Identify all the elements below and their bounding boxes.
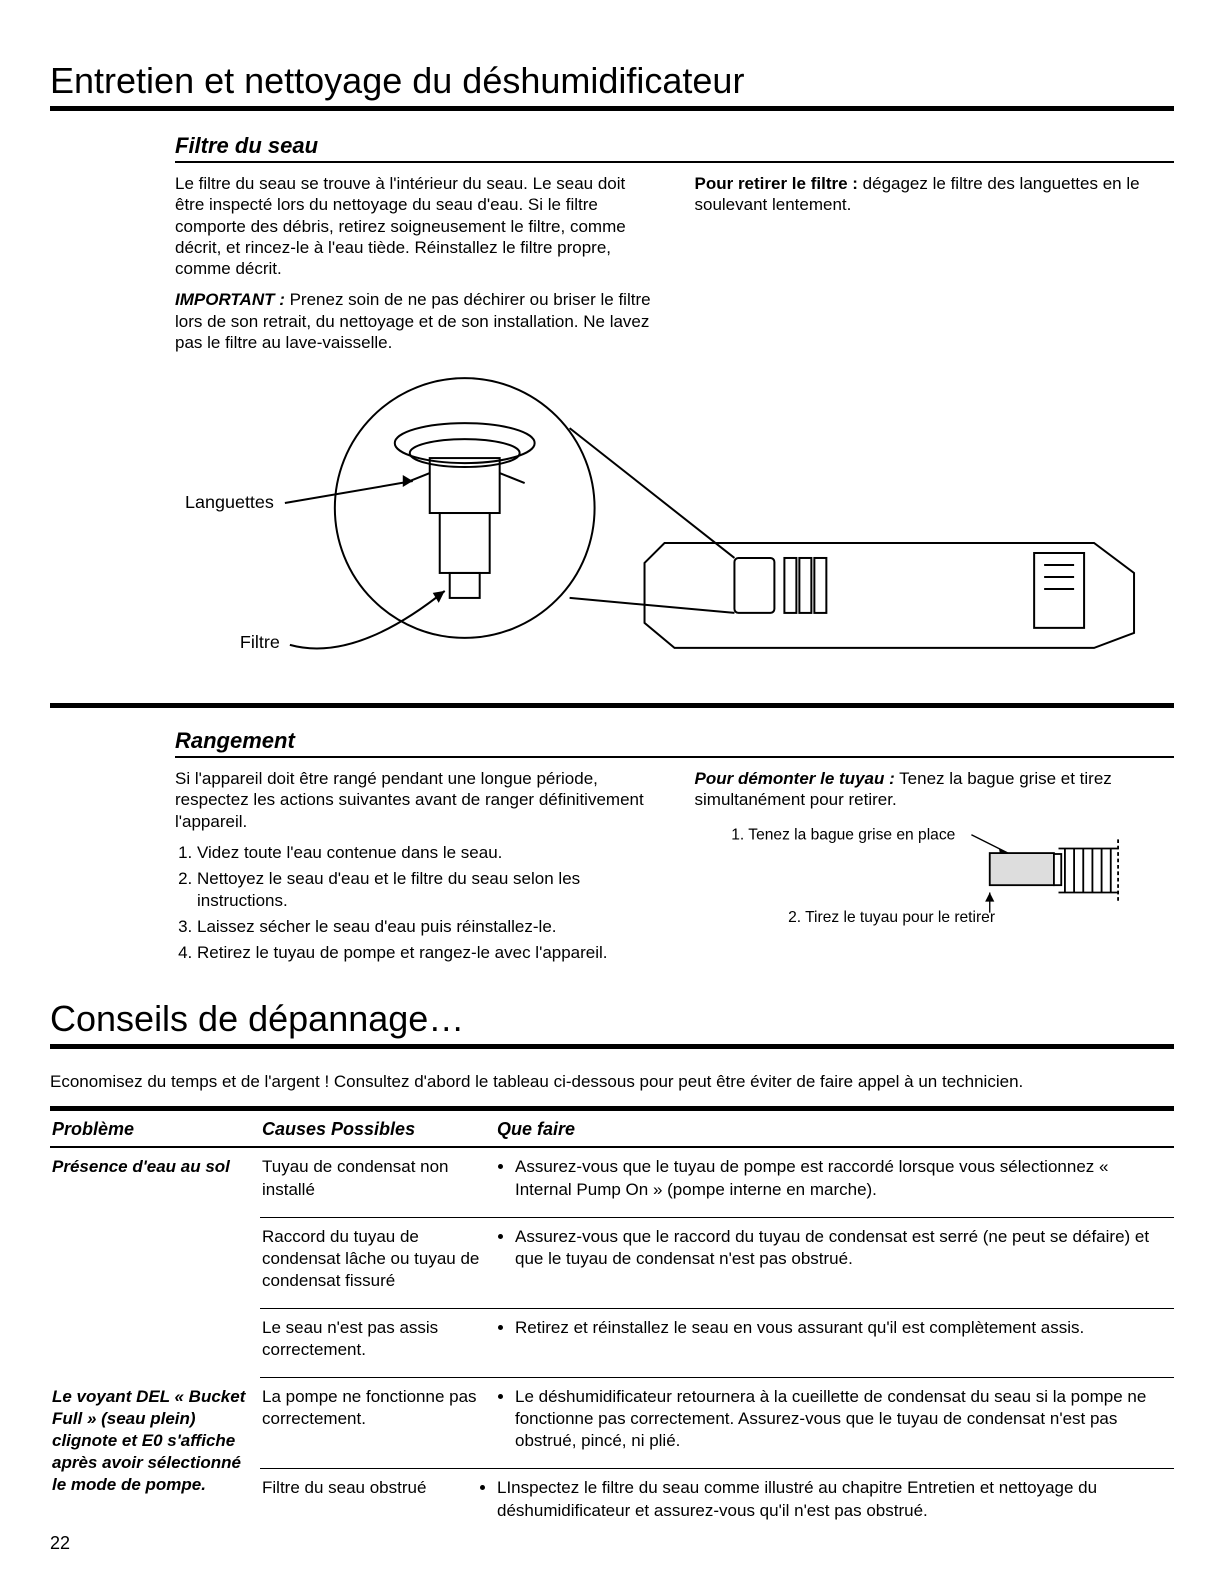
cause-cell: Le seau n'est pas assis correctement.	[260, 1308, 495, 1377]
action-cell: LInspectez le filtre du seau comme illus…	[495, 1469, 1174, 1538]
action-cell: Assurez-vous que le raccord du tuyau de …	[495, 1217, 1174, 1308]
problem-cell: Présence d'eau au sol	[50, 1147, 260, 1377]
problem-cell: Le voyant DEL « Bucket Full » (seau plei…	[50, 1378, 260, 1538]
action-cell: Assurez-vous que le tuyau de pompe est r…	[495, 1147, 1174, 1217]
rangement-demonter: Pour démonter le tuyau : Tenez la bague …	[695, 768, 1175, 811]
action-cell: Retirez et réinstallez le seau en vous a…	[495, 1308, 1174, 1377]
col-causes: Causes Possibles	[260, 1109, 495, 1148]
page-number: 22	[50, 1533, 70, 1554]
svg-text:1. Tenez la bague grise en pla: 1. Tenez la bague grise en place	[731, 826, 955, 843]
filtre-para1: Le filtre du seau se trouve à l'intérieu…	[175, 173, 655, 279]
tips-intro: Economisez du temps et de l'argent ! Con…	[50, 1071, 1174, 1092]
section-heading-rangement: Rangement	[175, 728, 1174, 758]
cause-cell: Filtre du seau obstrué	[260, 1469, 495, 1538]
rangement-intro: Si l'appareil doit être rangé pendant un…	[175, 768, 655, 832]
troubleshooting-table: Problème Causes Possibles Que faire Prés…	[50, 1106, 1174, 1537]
svg-text:2. Tirez le tuyau pour le reti: 2. Tirez le tuyau pour le retirer	[788, 908, 995, 925]
hose-diagram: 1. Tenez la bague grise en place	[695, 821, 1175, 931]
rangement-steps: Videz toute l'eau contenue dans le seau.…	[175, 842, 655, 964]
cause-cell: La pompe ne fonctionne pas correctement.	[260, 1378, 495, 1469]
tips-title: Conseils de dépannage…	[50, 998, 1174, 1049]
callout-filter: Filtre	[240, 632, 280, 652]
section-heading-filtre: Filtre du seau	[175, 133, 1174, 163]
col-problem: Problème	[50, 1109, 260, 1148]
col-action: Que faire	[495, 1109, 1174, 1148]
action-cell: Le déshumidificateur retournera à la cue…	[495, 1378, 1174, 1469]
filtre-important: IMPORTANT : Prenez soin de ne pas déchir…	[175, 289, 655, 353]
callout-tabs: Languettes	[185, 492, 274, 512]
page-title: Entretien et nettoyage du déshumidificat…	[50, 60, 1174, 111]
filter-diagram: Languettes Filtre	[175, 373, 1174, 683]
cause-cell: Raccord du tuyau de condensat lâche ou t…	[260, 1217, 495, 1308]
cause-cell: Tuyau de condensat non installé	[260, 1147, 495, 1217]
filtre-retirer: Pour retirer le filtre : dégagez le filt…	[695, 173, 1175, 216]
